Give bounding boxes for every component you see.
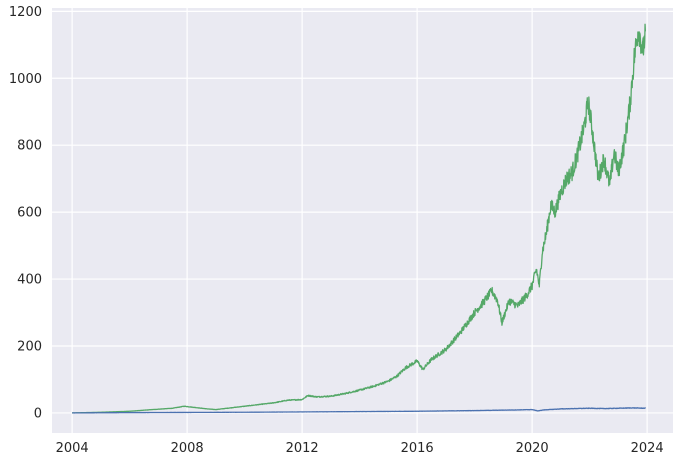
y-tick-label: 1000 — [9, 72, 42, 87]
x-tick-label: 2024 — [631, 441, 664, 456]
grid-layer — [52, 8, 673, 433]
x-tick-label: 2004 — [56, 441, 89, 456]
y-tick-label: 800 — [17, 139, 42, 154]
y-tick-label: 600 — [17, 206, 42, 221]
series-line-2 — [71, 407, 647, 414]
y-tick-label: 1200 — [9, 5, 42, 20]
y-tick-label: 200 — [17, 339, 42, 354]
x-tick-label: 2016 — [401, 441, 434, 456]
series-layer — [71, 23, 647, 414]
plot-background — [52, 8, 673, 433]
y-tick-label: 0 — [34, 406, 42, 421]
y-tick-label: 400 — [17, 273, 42, 288]
series-line-1 — [71, 23, 647, 414]
x-tick-label: 2012 — [286, 441, 319, 456]
tick-label-layer: 2004 2008 2012 2016 2020 2024 0 200 400 600 800 100… — [9, 5, 664, 456]
x-tick-label: 2020 — [516, 441, 549, 456]
x-tick-label: 2008 — [171, 441, 204, 456]
